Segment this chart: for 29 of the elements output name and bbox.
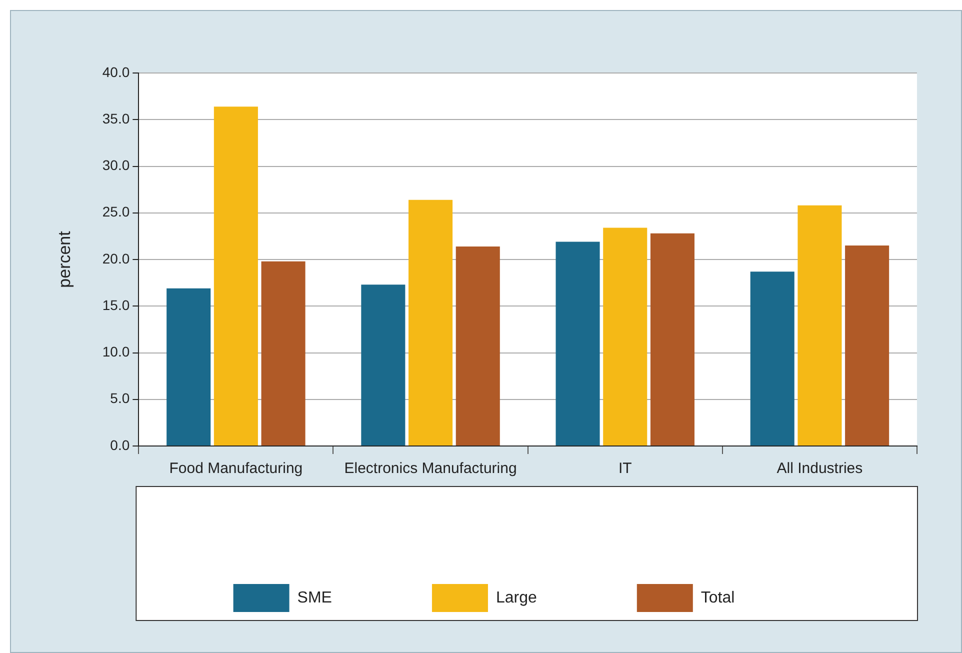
- legend-label: Large: [496, 589, 537, 606]
- bar: [214, 106, 258, 446]
- y-tick-label: 0.0: [110, 436, 130, 453]
- bar: [603, 228, 648, 446]
- bar: [750, 272, 794, 446]
- bar: [845, 246, 890, 446]
- y-tick-label: 5.0: [110, 390, 130, 406]
- y-tick-label: 40.0: [102, 64, 130, 80]
- bar: [456, 246, 500, 446]
- legend-label: Total: [700, 589, 735, 606]
- bar: [556, 242, 600, 446]
- x-tick-label: Electronics Manufacturing: [344, 460, 517, 478]
- x-tick-label: All Industries: [776, 460, 863, 478]
- bar: [261, 261, 306, 446]
- bar: [166, 288, 211, 446]
- y-tick-label: 35.0: [102, 110, 130, 126]
- y-tick-label: 20.0: [102, 250, 130, 266]
- bar: [798, 205, 842, 446]
- legend-label: SME: [297, 589, 332, 606]
- y-tick-label: 10.0: [102, 344, 130, 360]
- y-tick-label: 15.0: [102, 296, 130, 313]
- y-axis-title: percent: [54, 230, 74, 288]
- bar: [361, 284, 406, 446]
- y-tick-label: 25.0: [102, 204, 130, 220]
- x-tick-label: IT: [618, 460, 632, 478]
- x-tick-label: Food Manufacturing: [169, 460, 303, 478]
- bar: [408, 200, 453, 446]
- y-tick-label: 30.0: [102, 157, 130, 174]
- bar: [650, 233, 694, 446]
